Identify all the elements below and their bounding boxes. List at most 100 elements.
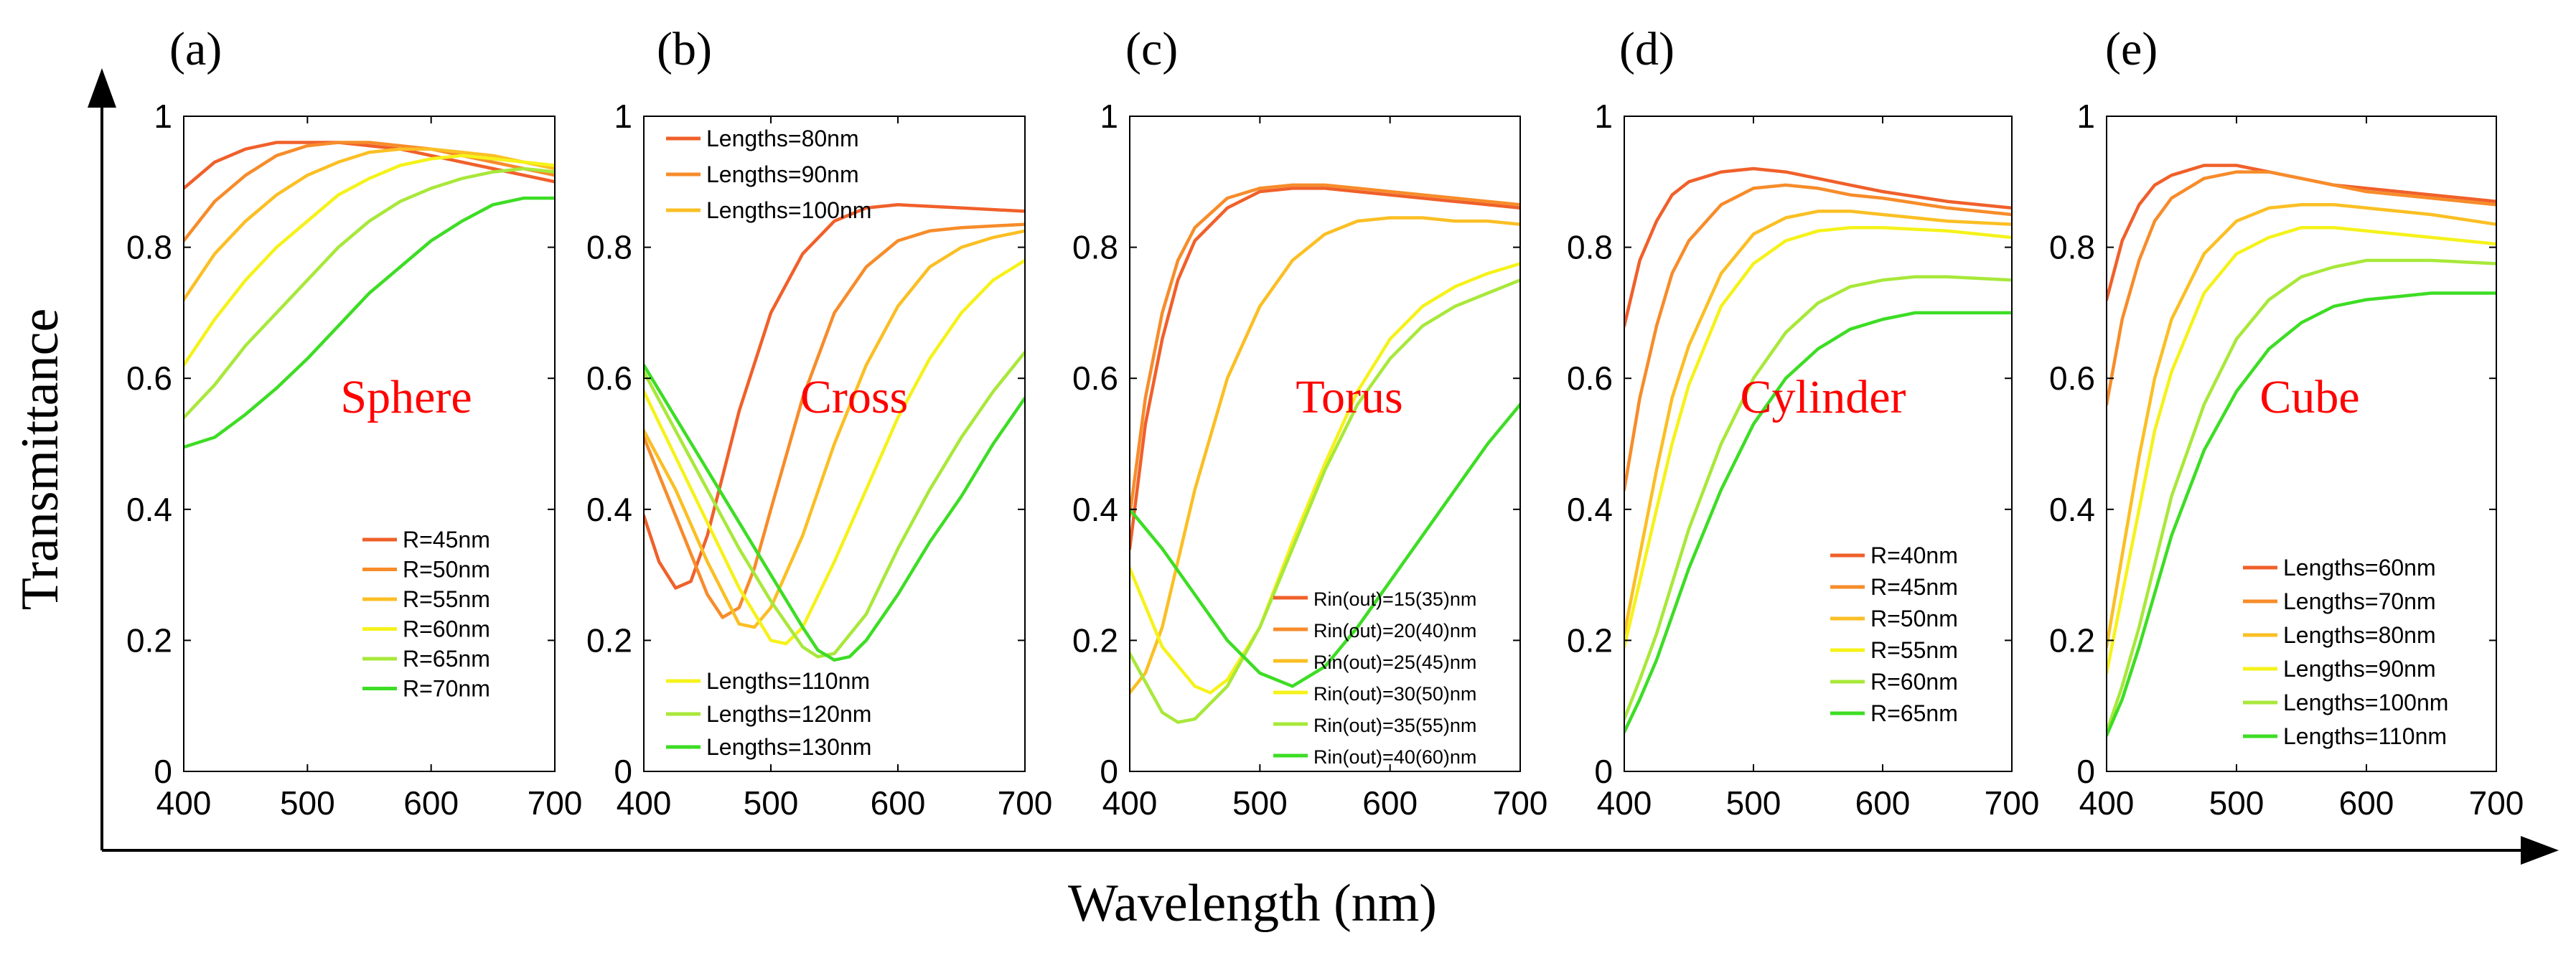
panel-label: (e) [2105, 23, 2158, 75]
x-tick-label: 400 [2079, 784, 2135, 822]
y-tick-label: 0 [1100, 753, 1118, 790]
series-line [1130, 187, 1520, 550]
legend-label: Lengths=80nm [706, 126, 859, 151]
legend-label: R=40nm [1870, 542, 1958, 568]
x-tick-label: 700 [528, 784, 583, 822]
y-tick-label: 0.4 [2049, 491, 2095, 528]
x-tick-label: 700 [998, 784, 1053, 822]
series-line [1130, 403, 1520, 688]
legend: Lengths=80nm Lengths=90nm Lengths=100nm [666, 126, 871, 223]
panel-d: 0 0.2 0.4 0.6 0.8 1 400 500 600 700 (d) Cylinder R=4… [1567, 23, 2039, 822]
panel-label: (a) [169, 23, 222, 75]
legend-label: Lengths=90nm [706, 161, 859, 187]
y-tick-label: 1 [1100, 98, 1118, 135]
legend-label: R=60nm [403, 616, 490, 642]
series-line [1130, 183, 1520, 518]
y-tick-label: 0.2 [2049, 621, 2095, 659]
y-tick-label: 1 [614, 98, 632, 135]
legend: Lengths=110nm Lengths=120nm Lengths=130nm [666, 668, 871, 760]
y-tick-label: 0 [1594, 753, 1613, 790]
series-line [1624, 183, 2012, 492]
x-tick-label: 600 [871, 784, 926, 822]
y-tick-label: 1 [154, 98, 172, 135]
legend-label: Rin(out)=25(45)nm [1313, 652, 1476, 673]
y-axis-title: Transmittance [11, 309, 70, 611]
series-line [1624, 210, 2012, 636]
legend-label: Lengths=110nm [2283, 723, 2447, 749]
legend-label: Lengths=100nm [2283, 690, 2448, 715]
x-tick-label: 500 [2209, 784, 2264, 822]
y-tick-label: 0.6 [2049, 360, 2095, 397]
legend-label: Lengths=110nm [706, 668, 870, 694]
series-line [184, 196, 555, 449]
series-group [184, 141, 555, 449]
x-axis-title: Wavelength (nm) [1068, 874, 1437, 933]
legend: Lengths=60nm Lengths=70nm Lengths=80nm Leng… [2243, 555, 2448, 749]
plot-frame [2106, 116, 2497, 772]
legend: Rin(out)=15(35)nm Rin(out)=20(40)nm Rin(ou… [1273, 588, 1476, 768]
legend-label: R=50nm [1870, 606, 1958, 631]
shape-title: Torus [1296, 371, 1402, 423]
legend-label: Lengths=130nm [706, 734, 871, 760]
y-tick-label: 0.8 [586, 229, 632, 266]
series-line [2107, 291, 2496, 738]
legend-label: R=45nm [1870, 574, 1958, 600]
plot-frame [1624, 116, 2013, 772]
series-line [1624, 275, 2012, 721]
shape-title: Cross [800, 371, 908, 423]
y-tick-label: 0.8 [2049, 229, 2095, 266]
legend: R=45nm R=50nm R=55nm R=60nm R=65nm R=70nm [362, 527, 490, 702]
series-line [2107, 225, 2496, 675]
x-tick-label: 600 [2339, 784, 2394, 822]
legend-label: Lengths=120nm [706, 701, 871, 727]
legend-label: Lengths=100nm [706, 197, 871, 223]
legend-label: Rin(out)=30(50)nm [1313, 683, 1476, 705]
y-tick-label: 0.6 [1567, 360, 1613, 397]
x-tick-label: 700 [1493, 784, 1548, 822]
plot-frame [643, 116, 1026, 772]
y-tick-label: 0 [154, 753, 172, 790]
x-axis-arrow-head [2521, 836, 2559, 865]
y-tick-label: 0.8 [126, 229, 172, 266]
legend-label: Rin(out)=35(55)nm [1313, 715, 1476, 736]
legend-label: R=60nm [1870, 669, 1958, 695]
x-tick-label: 500 [280, 784, 335, 822]
legend: R=40nm R=45nm R=50nm R=55nm R=60nm R=65nm [1830, 542, 1958, 726]
legend-label: R=55nm [403, 586, 490, 612]
plot-frame [1129, 116, 1521, 772]
plot-frame [183, 116, 556, 772]
series-line [2107, 164, 2496, 301]
series-group [1130, 183, 1520, 724]
series-line [644, 229, 1025, 629]
legend-label: R=55nm [1870, 637, 1958, 663]
y-tick-label: 0 [2076, 753, 2095, 790]
series-group [1624, 166, 2012, 734]
panel-e: 0 0.2 0.4 0.6 0.8 1 400 500 600 700 (e) Cube Lengths… [2049, 23, 2524, 822]
y-tick-label: 0.8 [1567, 229, 1613, 266]
series-line [1624, 225, 2012, 649]
series-line [644, 258, 1025, 646]
y-tick-label: 0.4 [126, 491, 172, 528]
y-tick-label: 0.2 [126, 621, 172, 659]
y-tick-label: 0.4 [586, 491, 632, 528]
series-line [1130, 262, 1520, 695]
x-tick-label: 400 [617, 784, 672, 822]
y-tick-label: 0.4 [1072, 491, 1118, 528]
series-line [1130, 216, 1520, 695]
series-line [1624, 166, 2012, 328]
legend-label: Lengths=90nm [2283, 656, 2436, 682]
y-tick-label: 0.2 [586, 621, 632, 659]
legend-label: Lengths=80nm [2283, 622, 2436, 648]
panels: 0 0.2 0.4 0.6 0.8 1 400 500 600 700 (a) Sphere R=45n… [126, 23, 2524, 822]
x-tick-label: 600 [403, 784, 459, 822]
legend-label: R=65nm [403, 646, 490, 672]
legend-label: R=70nm [403, 676, 490, 702]
series-line [2107, 258, 2496, 734]
y-tick-label: 0.6 [1072, 360, 1118, 397]
panel-label: (d) [1619, 23, 1675, 75]
shape-title: Cylinder [1741, 371, 1906, 423]
x-tick-label: 600 [1362, 784, 1418, 822]
series-line [184, 141, 555, 243]
series-group [2107, 164, 2496, 738]
